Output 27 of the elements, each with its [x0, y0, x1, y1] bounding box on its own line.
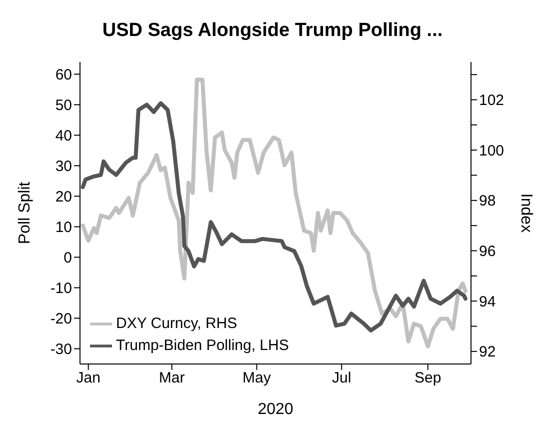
- y-tick-label: 40: [55, 128, 72, 145]
- y-tick-label: 0: [64, 250, 72, 267]
- x-tick-label: Jul: [332, 370, 352, 387]
- y-tick-label: 50: [55, 97, 72, 114]
- legend-label: DXY Curncy, RHS: [116, 315, 238, 332]
- chart-title: USD Sags Alongside Trump Polling ...: [101, 20, 444, 42]
- y-tick-label: -20: [50, 310, 72, 328]
- y-tick-label: 20: [55, 188, 72, 206]
- y-tick-label: 10: [55, 219, 72, 236]
- x-tick-label: Mar: [158, 370, 185, 387]
- y2-tick-label: 98: [479, 192, 496, 210]
- y2-axis-title: Index: [517, 193, 534, 233]
- x-axis-title: 2020: [258, 401, 294, 418]
- y2-tick-label: 96: [479, 243, 496, 260]
- y2-tick-label: 100: [479, 142, 504, 160]
- x-tick-label: Jan: [76, 370, 100, 387]
- y2-tick-label: 92: [479, 344, 496, 361]
- y-tick-label: -10: [50, 280, 72, 298]
- y-axis-title: Poll Split: [16, 181, 34, 244]
- y2-tick-label: 102: [479, 92, 504, 110]
- y-tick-label: 60: [55, 66, 72, 84]
- y2-tick-label: 94: [479, 293, 496, 310]
- x-tick-label: May: [242, 370, 272, 387]
- x-tick-label: Sep: [414, 370, 442, 387]
- y-tick-label: -30: [50, 341, 72, 358]
- y-tick-label: 30: [55, 158, 72, 176]
- legend-label: Trump-Biden Polling, LHS: [116, 337, 289, 354]
